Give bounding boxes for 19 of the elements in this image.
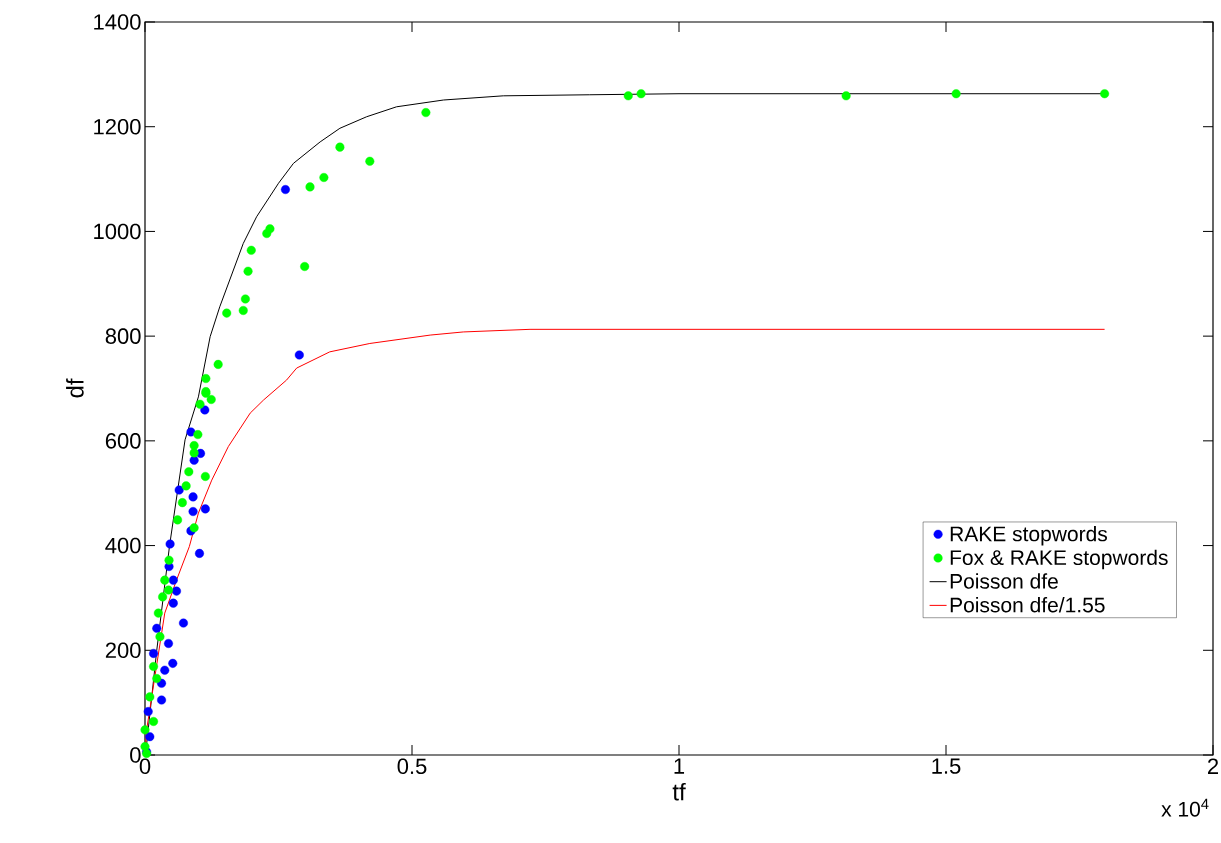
text: x 10$^{4}$ [1161, 798, 1209, 817]
x-tick-label: 2 [1207, 758, 1219, 774]
y-tick-label: 600 [105, 433, 141, 449]
y-axis-title: df [66, 378, 84, 398]
legend-label: Poisson dfe [950, 573, 1058, 589]
legend-label: Fox & RAKE stopwords [950, 549, 1168, 570]
y-tick-label: 1000 [94, 223, 141, 240]
y-tick-label: 1200 [94, 118, 141, 135]
y-tick-label: 800 [105, 328, 141, 344]
x-tick-label: 1 [674, 758, 685, 774]
x-tick-label: 0.5 [397, 758, 427, 775]
y-tick-label: 200 [105, 642, 141, 659]
y-tick-label: 400 [105, 537, 141, 554]
y-tick-label: 1400 [94, 14, 141, 30]
y-tick-label: 0 [130, 747, 141, 763]
x-axis-title: tf [672, 782, 686, 801]
legend-label: Poisson dfe/1.55 [950, 597, 1105, 613]
legend-label: RAKE stopwords [950, 525, 1108, 546]
x-tick-label: 1.5 [932, 758, 961, 774]
